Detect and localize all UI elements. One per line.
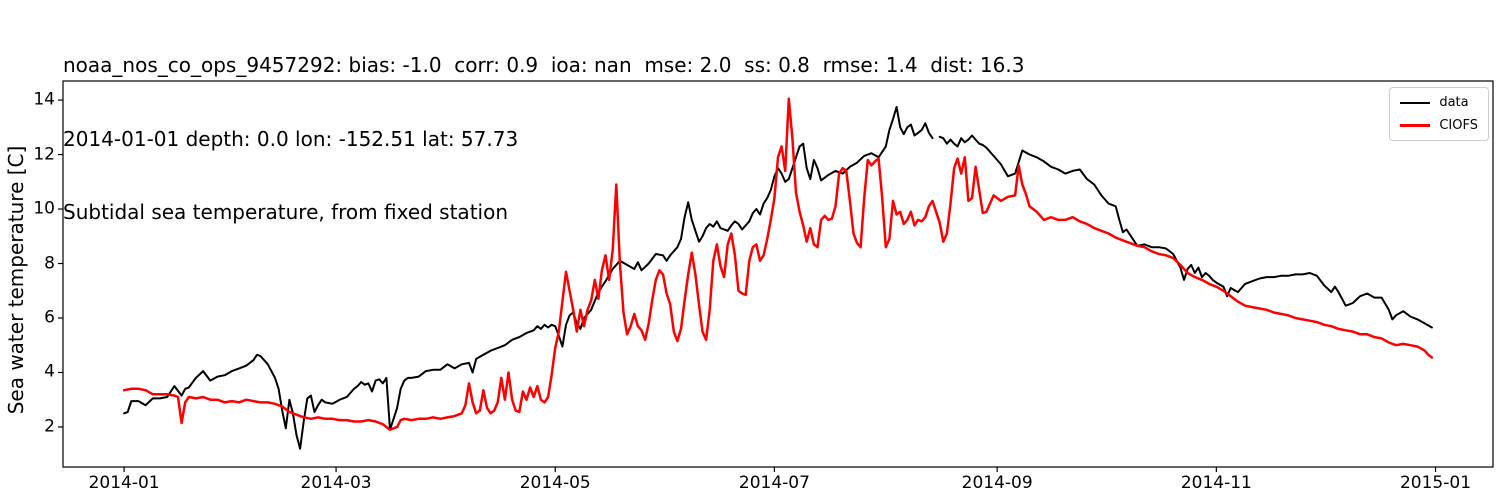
legend-item-ciofs: CIOFS (1400, 119, 1478, 132)
series-line-data (123, 105, 1433, 450)
x-tick-label: 2014-07 (738, 473, 810, 493)
y-tick-label: 10 (33, 198, 55, 219)
x-tick-label: 2014-03 (300, 473, 372, 493)
legend-label-ciofs: CIOFS (1439, 118, 1478, 133)
chart-title-block: noaa_nos_co_ops_9457292: bias: -1.0 corr… (63, 4, 1024, 274)
title-line-stats: noaa_nos_co_ops_9457292: bias: -1.0 corr… (63, 53, 1025, 77)
legend-line-swatch-ciofs (1400, 124, 1431, 127)
x-tick-label: 2014-11 (1180, 473, 1252, 493)
y-tick-label: 2 (44, 416, 55, 437)
x-tick-label: 2014-01 (88, 473, 160, 493)
title-line-description: Subtidal sea temperature, from fixed sta… (63, 200, 508, 224)
legend-label-data: data (1439, 95, 1469, 110)
x-tick-label: 2014-09 (961, 473, 1033, 493)
series-line-CIOFS (122, 97, 1434, 431)
y-tick-label: 12 (33, 144, 55, 165)
y-tick-label: 6 (44, 307, 55, 328)
x-tick-label: 2015-01 (1399, 473, 1472, 493)
y-tick-label: 4 (44, 362, 55, 383)
legend-item-data: data (1400, 96, 1478, 109)
legend: data CIOFS (1389, 87, 1489, 141)
x-tick-label: 2014-05 (519, 473, 591, 493)
y-tick-label: 8 (44, 253, 55, 274)
plot-frame (62, 80, 1494, 468)
y-tick-label: 14 (33, 89, 55, 110)
legend-line-swatch-data (1400, 101, 1431, 104)
title-line-location: 2014-01-01 depth: 0.0 lon: -152.51 lat: … (63, 126, 519, 151)
